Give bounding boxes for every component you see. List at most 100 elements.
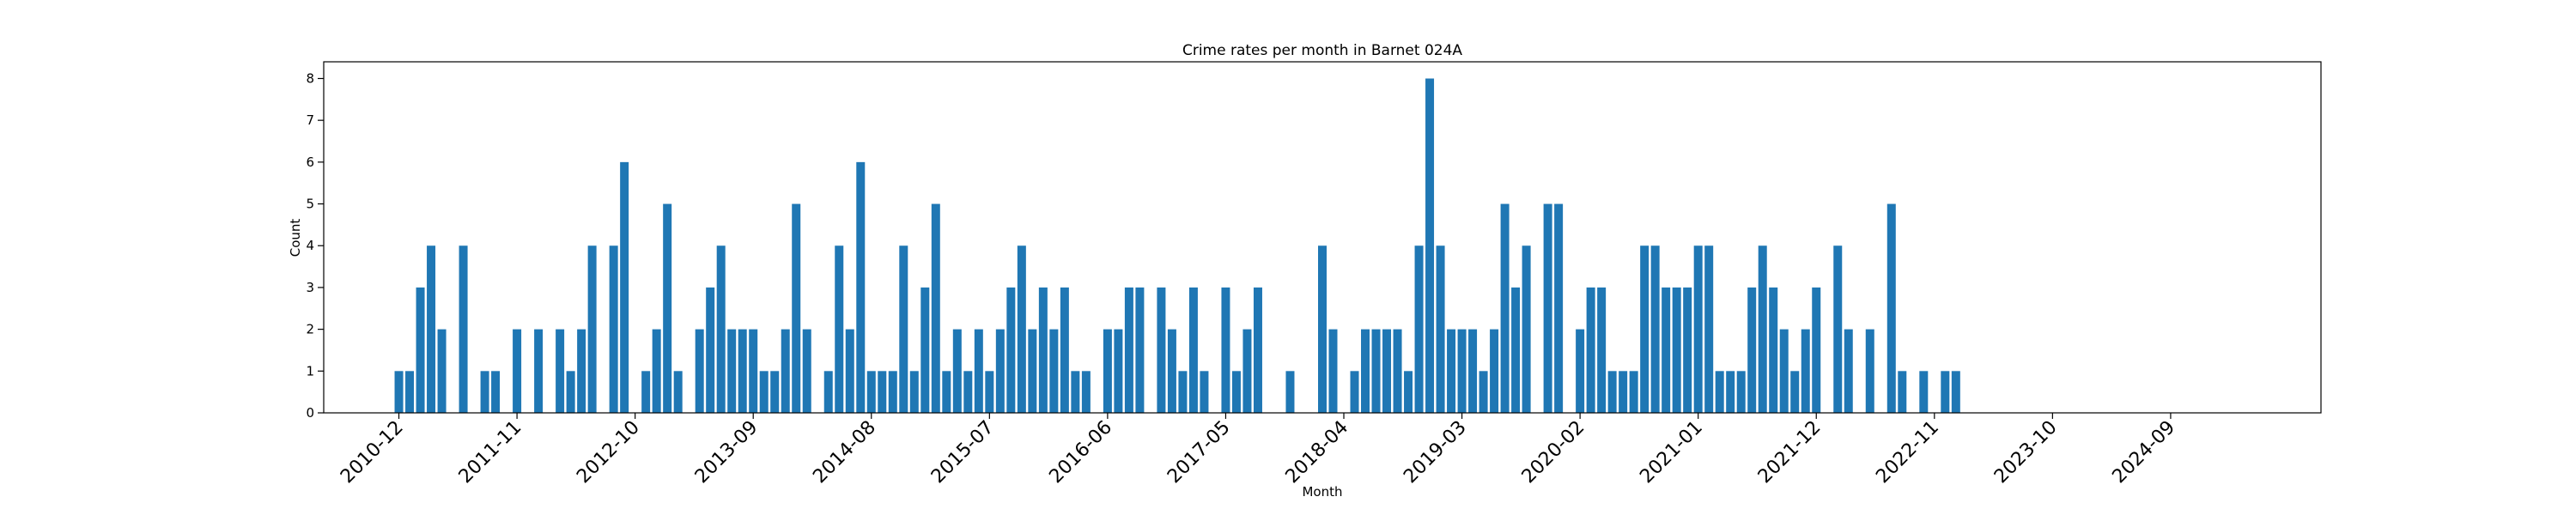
bar-2022-12 — [1941, 371, 1950, 413]
bar-2022-07 — [1886, 203, 1896, 413]
y-tick-label: 6 — [306, 154, 314, 170]
bar-2021-01 — [1693, 245, 1703, 413]
bar-2020-09 — [1650, 245, 1660, 413]
bar-2013-01 — [663, 203, 672, 413]
bar-2017-11 — [1285, 371, 1295, 413]
bar-2019-09 — [1522, 245, 1531, 413]
bar-2011-01 — [405, 371, 415, 413]
bar-2015-06 — [974, 329, 983, 413]
bar-2017-08 — [1253, 287, 1262, 413]
bar-2013-05 — [706, 287, 715, 413]
bar-2015-09 — [1006, 287, 1016, 413]
bar-2017-05 — [1221, 287, 1230, 413]
bar-2018-05 — [1350, 371, 1359, 413]
bar-2014-08 — [866, 371, 876, 413]
bar-2021-09 — [1779, 329, 1789, 413]
bar-2012-12 — [652, 329, 661, 413]
bar-2012-05 — [577, 329, 586, 413]
bar-2011-11 — [513, 329, 522, 413]
bar-2022-10 — [1919, 371, 1929, 413]
bar-2011-04 — [437, 329, 447, 413]
bar-2014-12 — [909, 371, 919, 413]
bar-2011-02 — [416, 287, 425, 413]
bar-2015-07 — [985, 371, 994, 413]
chart-title: Crime rates per month in Barnet 024A — [1182, 42, 1462, 59]
bar-2016-01 — [1049, 329, 1059, 413]
bar-2022-08 — [1898, 371, 1907, 413]
bar-2021-05 — [1736, 371, 1746, 413]
bar-2014-11 — [899, 245, 908, 413]
bar-2018-03 — [1328, 329, 1338, 413]
bar-2013-08 — [738, 329, 747, 413]
bar-2013-09 — [749, 329, 758, 413]
bar-2012-06 — [587, 245, 597, 413]
bar-2012-03 — [556, 329, 565, 413]
bar-2021-08 — [1769, 287, 1778, 413]
bar-2017-06 — [1231, 371, 1241, 413]
bar-2011-09 — [491, 371, 501, 413]
y-tick-label: 1 — [306, 363, 314, 379]
bar-2019-08 — [1511, 287, 1521, 413]
bar-2016-11 — [1157, 287, 1166, 413]
y-tick-label: 4 — [306, 238, 314, 253]
bar-2016-06 — [1103, 329, 1112, 413]
bar-2017-03 — [1200, 371, 1209, 413]
bar-2015-04 — [952, 329, 962, 413]
y-tick-label: 0 — [306, 405, 314, 421]
bar-2016-07 — [1114, 329, 1123, 413]
bar-2015-03 — [942, 371, 951, 413]
bar-2012-11 — [641, 371, 651, 413]
bar-2020-05 — [1607, 371, 1617, 413]
bar-2015-01 — [920, 287, 930, 413]
bar-2013-07 — [727, 329, 737, 413]
bar-2019-03 — [1457, 329, 1467, 413]
bar-2023-01 — [1951, 371, 1960, 413]
bar-2014-05 — [835, 245, 844, 413]
bar-2020-10 — [1662, 287, 1671, 413]
bar-2019-06 — [1490, 329, 1499, 413]
plot-frame — [323, 61, 2322, 414]
bar-2015-02 — [931, 203, 940, 413]
bar-2022-03 — [1844, 329, 1853, 413]
bar-2016-09 — [1135, 287, 1145, 413]
bar-2013-12 — [781, 329, 790, 413]
bar-2019-04 — [1468, 329, 1478, 413]
bar-2014-06 — [845, 329, 854, 413]
bar-2013-10 — [759, 371, 769, 413]
bar-2019-01 — [1436, 245, 1445, 413]
y-tick-label: 7 — [306, 112, 314, 128]
bar-2018-11 — [1414, 245, 1424, 413]
bar-2018-09 — [1393, 329, 1402, 413]
bar-2017-02 — [1188, 287, 1198, 413]
bar-2018-08 — [1382, 329, 1392, 413]
y-tick-label: 8 — [306, 70, 314, 86]
bar-2021-02 — [1704, 245, 1714, 413]
bar-2019-02 — [1447, 329, 1456, 413]
bar-2021-06 — [1747, 287, 1757, 413]
bar-2017-01 — [1178, 371, 1188, 413]
bar-2016-03 — [1071, 371, 1080, 413]
bar-2019-07 — [1500, 203, 1510, 413]
bar-2015-08 — [995, 329, 1005, 413]
bar-2010-12 — [394, 371, 404, 413]
bar-2021-11 — [1801, 329, 1810, 413]
bar-2020-03 — [1586, 287, 1595, 413]
bar-2016-08 — [1124, 287, 1133, 413]
bar-2018-12 — [1425, 78, 1435, 413]
bar-2021-10 — [1790, 371, 1800, 413]
bar-2011-03 — [427, 245, 436, 413]
bar-2011-06 — [459, 245, 468, 413]
bar-2013-11 — [770, 371, 780, 413]
bar-2020-08 — [1640, 245, 1649, 413]
bar-2015-11 — [1028, 329, 1037, 413]
bar-2018-10 — [1404, 371, 1413, 413]
y-axis-label: Count — [288, 219, 303, 258]
bar-2020-02 — [1576, 329, 1585, 413]
bar-2013-04 — [695, 329, 704, 413]
bar-2018-02 — [1318, 245, 1327, 413]
bar-2014-09 — [878, 371, 887, 413]
bar-2017-07 — [1242, 329, 1252, 413]
y-tick-label: 3 — [306, 280, 314, 295]
bar-2012-01 — [534, 329, 544, 413]
